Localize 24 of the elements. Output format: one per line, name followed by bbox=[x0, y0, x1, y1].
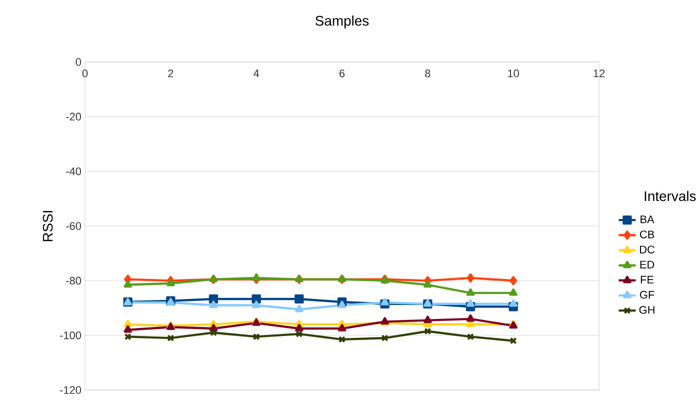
legend-label: ED bbox=[640, 260, 654, 268]
legend-label: FE bbox=[640, 276, 654, 284]
x-tick-label: 2 bbox=[168, 70, 174, 78]
y-tick-label: 0 bbox=[76, 58, 82, 66]
x-tick-label: 8 bbox=[425, 70, 430, 78]
chart-title: Samples bbox=[316, 15, 369, 28]
y-tick-label: -100 bbox=[60, 331, 82, 340]
legend-label: GH bbox=[639, 306, 654, 314]
x-tick-label: 10 bbox=[508, 70, 519, 78]
y-tick-label: -40 bbox=[66, 167, 82, 176]
y-axis-title: RSSI bbox=[42, 211, 53, 242]
x-tick-label: 6 bbox=[340, 70, 345, 78]
legend-label: BA bbox=[640, 216, 654, 224]
y-tick-label: -20 bbox=[66, 112, 82, 121]
x-tick-label: 4 bbox=[254, 70, 260, 78]
legend-label: CB bbox=[640, 230, 654, 238]
legend-title: Intervals bbox=[644, 190, 696, 202]
legend-label: GF bbox=[640, 290, 654, 299]
y-tick-label: -120 bbox=[60, 386, 82, 394]
legend-label: DC bbox=[640, 246, 655, 254]
x-tick-label: 0 bbox=[82, 70, 88, 78]
y-tick-label: -60 bbox=[66, 222, 82, 230]
y-tick-label: -80 bbox=[66, 276, 82, 285]
x-tick-label: 12 bbox=[594, 70, 605, 78]
